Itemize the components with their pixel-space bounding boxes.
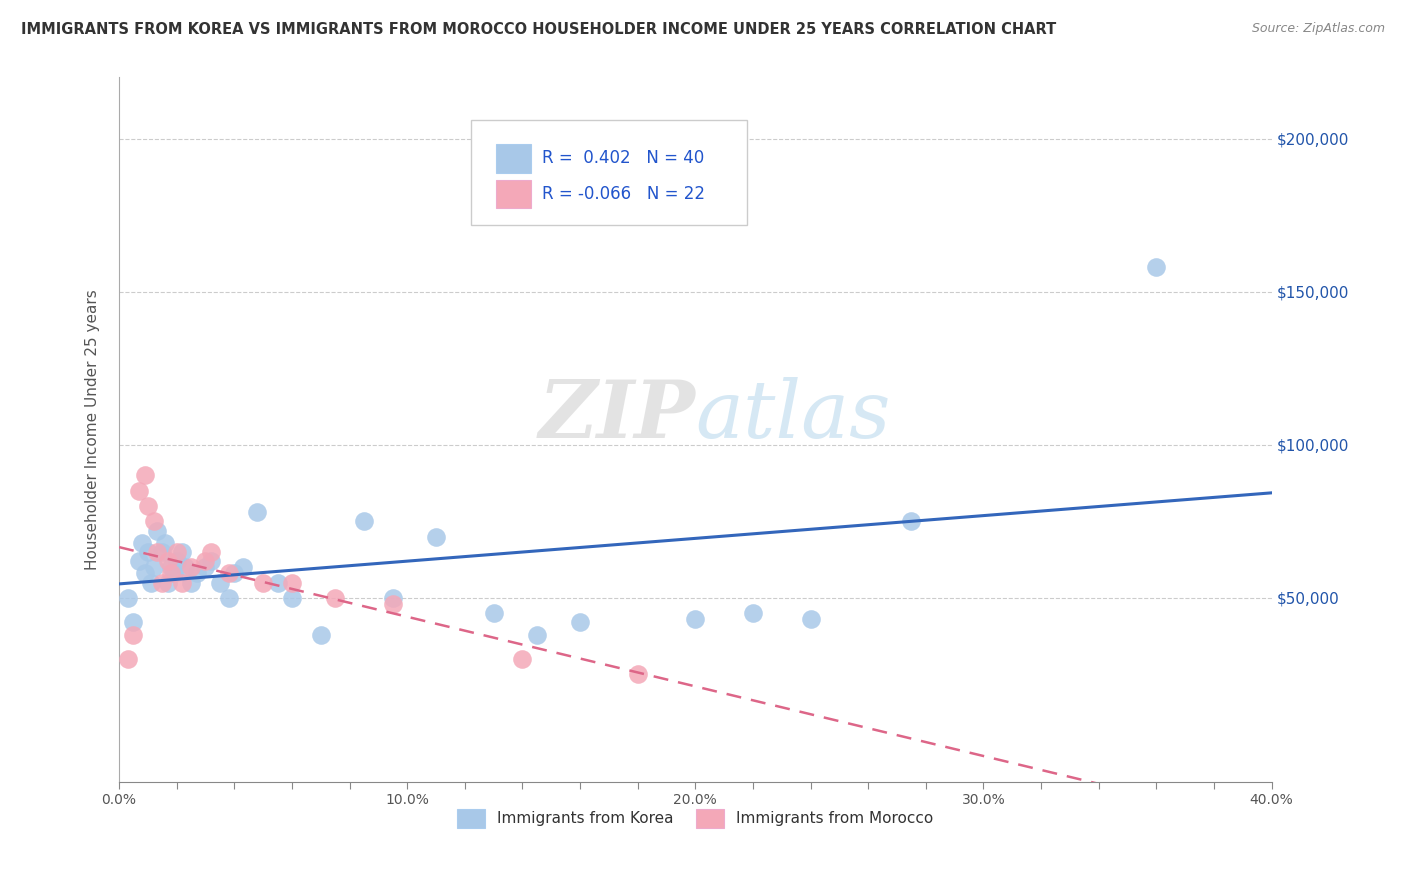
Point [122, 628, 145, 642]
Point [142, 515, 165, 529]
Point [122, 615, 145, 630]
Point [381, 591, 404, 605]
FancyBboxPatch shape [496, 179, 530, 208]
Point [281, 575, 304, 590]
Point [200, 554, 222, 568]
Point [232, 560, 254, 574]
Point [381, 597, 404, 611]
Point [323, 591, 346, 605]
Point [166, 545, 188, 559]
Point [208, 575, 231, 590]
Point [134, 468, 156, 483]
Text: R =  0.402   N = 40: R = 0.402 N = 40 [543, 150, 704, 168]
Text: Source: ZipAtlas.com: Source: ZipAtlas.com [1251, 22, 1385, 36]
Text: IMMIGRANTS FROM KOREA VS IMMIGRANTS FROM MOROCCO HOUSEHOLDER INCOME UNDER 25 YEA: IMMIGRANTS FROM KOREA VS IMMIGRANTS FROM… [21, 22, 1056, 37]
Point [800, 612, 823, 626]
Point [157, 575, 180, 590]
Point [224, 566, 246, 581]
Point [194, 554, 217, 568]
Point [569, 615, 592, 630]
Point [174, 560, 197, 574]
Point [627, 667, 650, 681]
Point [900, 515, 922, 529]
Point [160, 566, 183, 581]
Point [353, 515, 375, 529]
Point [160, 560, 183, 574]
Legend: Immigrants from Korea, Immigrants from Morocco: Immigrants from Korea, Immigrants from M… [451, 803, 939, 834]
Point [194, 560, 217, 574]
Point [180, 575, 202, 590]
Point [218, 591, 240, 605]
Point [145, 524, 167, 538]
Point [134, 566, 156, 581]
Point [136, 499, 159, 513]
Point [200, 545, 222, 559]
Point [252, 575, 274, 590]
Point [117, 652, 139, 666]
Point [1144, 260, 1167, 275]
Point [180, 560, 202, 574]
Point [246, 505, 269, 519]
Point [186, 566, 208, 581]
Point [139, 575, 162, 590]
Point [685, 612, 707, 626]
Point [117, 591, 139, 605]
Point [425, 530, 447, 544]
Point [157, 554, 180, 568]
Point [281, 591, 304, 605]
FancyBboxPatch shape [471, 120, 747, 226]
Point [172, 575, 194, 590]
Point [482, 607, 505, 621]
Point [145, 545, 167, 559]
Point [742, 607, 765, 621]
Text: R = -0.066   N = 22: R = -0.066 N = 22 [543, 185, 704, 202]
Point [131, 536, 153, 550]
Point [128, 483, 150, 498]
Point [512, 652, 534, 666]
FancyBboxPatch shape [496, 145, 530, 172]
Point [309, 628, 332, 642]
Text: ZIP: ZIP [538, 376, 696, 454]
Point [153, 536, 176, 550]
Point [128, 554, 150, 568]
Text: atlas: atlas [696, 376, 890, 454]
Point [526, 628, 548, 642]
Point [150, 545, 173, 559]
Point [218, 566, 240, 581]
Point [163, 566, 186, 581]
Point [142, 560, 165, 574]
Point [172, 545, 194, 559]
Y-axis label: Householder Income Under 25 years: Householder Income Under 25 years [86, 289, 100, 570]
Point [150, 575, 173, 590]
Point [136, 545, 159, 559]
Point [266, 575, 288, 590]
Point [166, 554, 188, 568]
